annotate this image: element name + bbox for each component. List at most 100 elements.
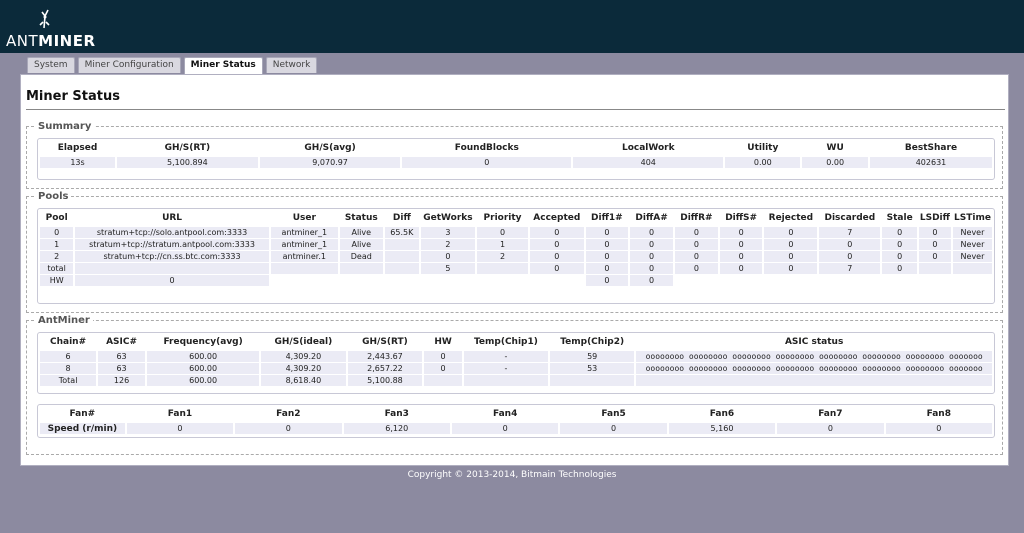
- pools-cell: 0: [719, 227, 763, 238]
- fan-speed-value: 0: [560, 423, 667, 434]
- antminer-logo[interactable]: ANTMINER: [6, 8, 95, 50]
- pools-cell: [918, 263, 951, 274]
- pools-cell: total: [40, 263, 74, 274]
- antminer-legend: AntMiner: [38, 315, 90, 326]
- pools-hw-value: 0: [75, 275, 269, 286]
- pools-hw-empty: [340, 275, 383, 286]
- pools-hw-empty: [421, 275, 475, 286]
- pools-cell: 0: [882, 263, 917, 274]
- pools-cell: [477, 263, 529, 274]
- tab-miner-configuration[interactable]: Miner Configuration: [77, 57, 181, 73]
- chain-cell: 5,100.88: [347, 375, 423, 386]
- fan-header: Fan3: [384, 409, 409, 419]
- pools-cell: 0: [882, 239, 917, 250]
- pools-cell: [952, 263, 992, 274]
- pools-header: DiffS#: [725, 213, 758, 223]
- pools-hw-diffa: 0: [630, 275, 673, 286]
- logo-text-bold: MINER: [38, 32, 96, 50]
- chain-cell: [463, 375, 549, 386]
- summary-header: GH/S(avg): [304, 143, 356, 153]
- pools-cell: 0: [585, 251, 629, 262]
- fan-header: Fan5: [601, 409, 626, 419]
- pools-cell: [75, 263, 269, 274]
- pools-header: Priority: [483, 213, 522, 223]
- pools-hw-empty: [764, 275, 817, 286]
- pools-cell: 0: [420, 251, 476, 262]
- pools-cell: 3: [420, 227, 476, 238]
- pools-cell: stratum+tcp://cn.ss.btc.com:3333: [75, 251, 269, 262]
- summary-header: Elapsed: [57, 143, 98, 153]
- chain-header-row: Chain# ASIC# Frequency(avg) GH/S(ideal) GH/S…: [40, 334, 992, 350]
- fan-data-row: Speed (r/min) 0 0 6,120 0 0 5,160 0 0: [40, 423, 992, 434]
- pools-cell: antminer_1: [270, 239, 338, 250]
- fan-header: Fan#: [69, 409, 96, 419]
- chain-header: Temp(Chip1): [473, 337, 538, 347]
- pools-hw-row: HW 0 0 0: [40, 275, 992, 286]
- chain-cell: 2,657.22: [347, 363, 423, 374]
- chain-header: Frequency(avg): [163, 337, 243, 347]
- chain-cell: 8: [40, 363, 97, 374]
- tab-miner-status[interactable]: Miner Status: [183, 57, 263, 74]
- chain-cell: 6: [40, 351, 97, 362]
- pools-row: 0 stratum+tcp://solo.antpool.com:3333 antm…: [40, 227, 992, 238]
- tab-system[interactable]: System: [27, 57, 75, 73]
- pools-header: Accepted: [533, 213, 581, 223]
- pools-table: Pool URL User Status Diff GetWorks Priority Acc…: [38, 209, 994, 287]
- pools-cell: 65.5K: [384, 227, 419, 238]
- fan-speed-value: 6,120: [343, 423, 450, 434]
- fan-header: Fan7: [818, 409, 843, 419]
- pools-cell: 0: [918, 239, 951, 250]
- pools-cell: Dead: [339, 251, 383, 262]
- ant-logo-icon: [39, 9, 50, 29]
- summary-found-blocks: 0: [402, 157, 572, 168]
- pools-cell: Never: [952, 227, 992, 238]
- pools-cell: 0: [882, 251, 917, 262]
- summary-header: FoundBlocks: [454, 143, 519, 153]
- pools-hw-empty: [819, 275, 880, 286]
- pools-cell: [384, 263, 419, 274]
- pools-cell: 0: [764, 251, 818, 262]
- tab-network[interactable]: Network: [265, 57, 318, 73]
- asic-status-cell: oooooooo oooooooo oooooooo oooooooo oooo…: [636, 363, 992, 374]
- pools-hw-empty: [882, 275, 916, 286]
- pools-header: Diff: [392, 213, 411, 223]
- pools-cell: [270, 263, 338, 274]
- summary-table: Elapsed GH/S(RT) GH/S(avg) FoundBlocks L…: [38, 139, 994, 169]
- pools-cell: 2: [420, 239, 476, 250]
- pools-cell: stratum+tcp://solo.antpool.com:3333: [75, 227, 269, 238]
- pools-header: LSDiff: [919, 213, 950, 223]
- chain-cell: 4,309.20: [261, 351, 346, 362]
- pools-header: GetWorks: [423, 213, 473, 223]
- pools-cell: Alive: [339, 239, 383, 250]
- pools-header: Status: [344, 213, 378, 223]
- chain-row: Total 126 600.00 8,618.40 5,100.88: [40, 375, 992, 386]
- pools-header: Stale: [886, 213, 913, 223]
- summary-elapsed: 13s: [40, 157, 116, 168]
- pools-cell: 1: [40, 239, 74, 250]
- pools-cell: 2: [40, 251, 74, 262]
- pools-cell: 7: [819, 263, 881, 274]
- chain-cell: 59: [550, 351, 635, 362]
- pools-cell: 0: [819, 239, 881, 250]
- summary-best-share: 402631: [870, 157, 992, 168]
- summary-header: BestShare: [904, 143, 958, 153]
- logo-text: ANTMINER: [6, 32, 96, 50]
- pools-cell: 0: [675, 227, 718, 238]
- chain-row: 6 63 600.00 4,309.20 2,443.67 0-59 oooooooo oo…: [40, 351, 992, 362]
- pools-cell: 0: [719, 263, 763, 274]
- chain-cell: 0: [424, 363, 462, 374]
- summary-legend: Summary: [38, 121, 92, 132]
- pools-cell: 0: [918, 227, 951, 238]
- chain-header: Temp(Chip2): [560, 337, 625, 347]
- fan-table: Fan# Fan1 Fan2 Fan3 Fan4 Fan5 Fan6 Fan7 Fan8 Spe…: [38, 405, 994, 435]
- pools-hw-empty: [919, 275, 951, 286]
- fan-header: Fan6: [709, 409, 735, 419]
- antminer-section: AntMiner Chain# ASIC# Frequency(avg) GH/S(i…: [26, 315, 1003, 455]
- pools-cell: 0: [530, 227, 584, 238]
- footer-copyright: Copyright © 2013-2014, Bitmain Technolog…: [407, 470, 617, 480]
- main-tabs: System Miner Configuration Miner Status …: [27, 57, 318, 74]
- chain-cell: 0: [424, 351, 462, 362]
- asic-status-cell: [636, 375, 992, 386]
- pools-cell: 0: [585, 239, 629, 250]
- pools-cell: 0: [719, 251, 763, 262]
